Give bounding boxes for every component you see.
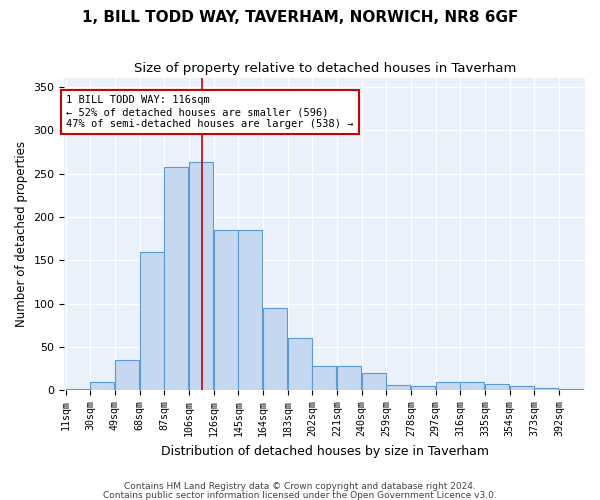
Bar xyxy=(337,366,361,390)
Text: Contains public sector information licensed under the Open Government Licence v3: Contains public sector information licen… xyxy=(103,491,497,500)
Bar xyxy=(189,162,213,390)
Bar xyxy=(460,382,484,390)
Bar xyxy=(510,386,534,390)
Bar xyxy=(288,338,312,390)
Bar xyxy=(485,384,509,390)
Bar xyxy=(313,366,337,390)
Text: 1, BILL TODD WAY, TAVERHAM, NORWICH, NR8 6GF: 1, BILL TODD WAY, TAVERHAM, NORWICH, NR8… xyxy=(82,10,518,25)
Bar xyxy=(386,385,410,390)
Bar xyxy=(362,373,386,390)
Bar xyxy=(91,382,115,390)
Bar xyxy=(164,166,188,390)
Bar xyxy=(436,382,460,390)
Bar xyxy=(214,230,238,390)
Bar xyxy=(559,388,583,390)
Bar xyxy=(115,360,139,390)
Bar xyxy=(411,386,435,390)
Title: Size of property relative to detached houses in Taverham: Size of property relative to detached ho… xyxy=(134,62,516,76)
X-axis label: Distribution of detached houses by size in Taverham: Distribution of detached houses by size … xyxy=(161,444,489,458)
Y-axis label: Number of detached properties: Number of detached properties xyxy=(15,141,28,327)
Text: 1 BILL TODD WAY: 116sqm
← 52% of detached houses are smaller (596)
47% of semi-d: 1 BILL TODD WAY: 116sqm ← 52% of detache… xyxy=(67,96,354,128)
Text: Contains HM Land Registry data © Crown copyright and database right 2024.: Contains HM Land Registry data © Crown c… xyxy=(124,482,476,491)
Bar xyxy=(66,388,90,390)
Bar xyxy=(238,230,262,390)
Bar xyxy=(535,388,559,390)
Bar xyxy=(140,252,164,390)
Bar xyxy=(263,308,287,390)
